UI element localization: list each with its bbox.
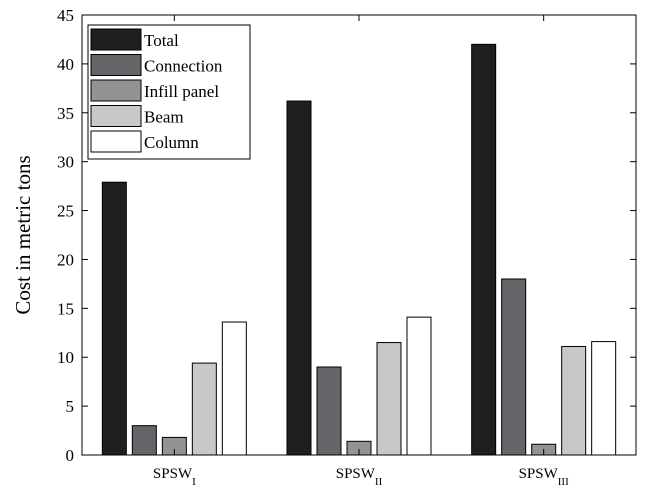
y-tick-label: 20 <box>57 250 74 269</box>
y-tick-label: 15 <box>57 299 74 318</box>
x-tick-label-subscript: I <box>192 476 196 488</box>
bar-connection-1 <box>131 425 157 456</box>
y-tick-label: 40 <box>57 55 74 74</box>
bar-connection-3 <box>501 278 527 456</box>
legend-label: Beam <box>144 108 184 127</box>
legend-swatch <box>90 105 142 127</box>
x-tick-label-subscript: III <box>558 476 569 488</box>
x-tick-label: SPSWI <box>153 466 196 488</box>
legend-swatch <box>90 28 142 51</box>
legend-label: Infill panel <box>144 82 219 101</box>
y-tick-label: 35 <box>57 104 74 123</box>
y-tick-label: 25 <box>57 202 74 221</box>
y-axis: 0 5 10 15 20 25 30 35 40 45 <box>57 6 636 465</box>
legend-label: Column <box>144 133 199 152</box>
bar-beam-1 <box>191 362 217 456</box>
y-axis-label: Cost in metric tons <box>11 155 35 314</box>
bar-column-3 <box>591 341 617 456</box>
legend-swatch <box>90 54 142 76</box>
bar-connection-2 <box>316 366 342 456</box>
y-tick-label: 0 <box>66 446 75 465</box>
bar-total-2 <box>286 100 312 456</box>
y-tick-label: 5 <box>66 397 75 416</box>
bar-total-3 <box>471 43 497 456</box>
y-tick-label: 45 <box>57 6 74 25</box>
y-tick-label: 30 <box>57 153 74 172</box>
x-tick-label: SPSWII <box>336 466 383 488</box>
legend-label: Total <box>144 31 179 50</box>
x-tick-label: SPSWIII <box>519 466 570 488</box>
bar-beam-3 <box>561 345 587 456</box>
legend-swatch <box>90 79 142 102</box>
bar-beam-2 <box>376 342 402 456</box>
bar-column-2 <box>406 316 432 456</box>
y-tick-label: 10 <box>57 348 74 367</box>
bars-group <box>101 43 617 456</box>
legend-label: Connection <box>144 57 223 76</box>
x-tick-label-subscript: II <box>375 476 383 488</box>
bar-column-1 <box>221 321 247 456</box>
bar-total-1 <box>101 181 127 456</box>
legend-swatch <box>90 130 142 153</box>
legend: Total Connection Infill panel Beam Column <box>87 24 251 160</box>
